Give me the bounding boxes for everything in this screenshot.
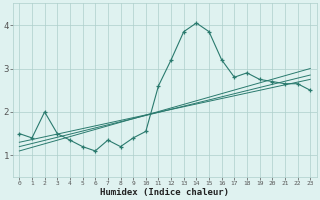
X-axis label: Humidex (Indice chaleur): Humidex (Indice chaleur)	[100, 188, 229, 197]
